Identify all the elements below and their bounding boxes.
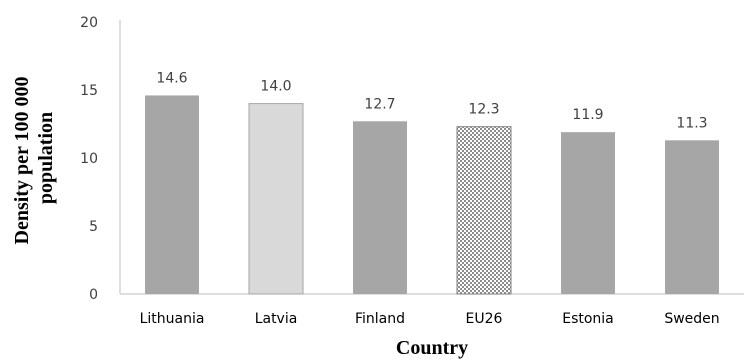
category-label-finland: Finland xyxy=(355,311,405,327)
data-label-eu26: 12.3 xyxy=(468,102,499,118)
data-label-lithuania: 14.6 xyxy=(156,70,187,86)
data-label-finland: 12.7 xyxy=(364,96,395,112)
bar-eu26 xyxy=(456,126,512,295)
bar-latvia xyxy=(248,103,304,295)
data-labels-group: 14.6 14.0 12.7 12.3 11.9 11.3 xyxy=(156,70,707,131)
y-tick-label: 20 xyxy=(80,15,98,31)
x-axis-title: Country xyxy=(396,337,468,359)
y-axis-title-line-2: population xyxy=(35,112,57,204)
category-labels-group: Lithuania Latvia Finland EU26 Estonia Sweden xyxy=(140,311,720,327)
y-tick-label: 15 xyxy=(80,83,98,99)
data-label-estonia: 11.9 xyxy=(572,107,603,123)
y-axis-title-line-1: Density per 100 000 xyxy=(11,77,33,245)
y-tick-label: 5 xyxy=(89,219,98,235)
data-label-sweden: 11.3 xyxy=(676,115,707,131)
y-axis-ticks: 0 5 10 15 20 xyxy=(80,15,98,303)
y-tick-label: 10 xyxy=(80,151,98,167)
y-tick-label: 0 xyxy=(89,287,98,303)
bar-estonia xyxy=(561,132,615,294)
category-label-latvia: Latvia xyxy=(255,311,298,327)
bar-lithuania xyxy=(145,95,199,294)
bar-sweden xyxy=(665,140,719,294)
data-label-latvia: 14.0 xyxy=(260,79,291,95)
category-label-lithuania: Lithuania xyxy=(140,311,205,327)
category-label-sweden: Sweden xyxy=(664,311,719,327)
y-axis-title: Density per 100 000 population xyxy=(11,72,57,245)
category-label-estonia: Estonia xyxy=(562,311,614,327)
category-label-eu26: EU26 xyxy=(466,311,503,327)
bar-finland xyxy=(353,121,407,294)
bars-group xyxy=(145,95,719,295)
